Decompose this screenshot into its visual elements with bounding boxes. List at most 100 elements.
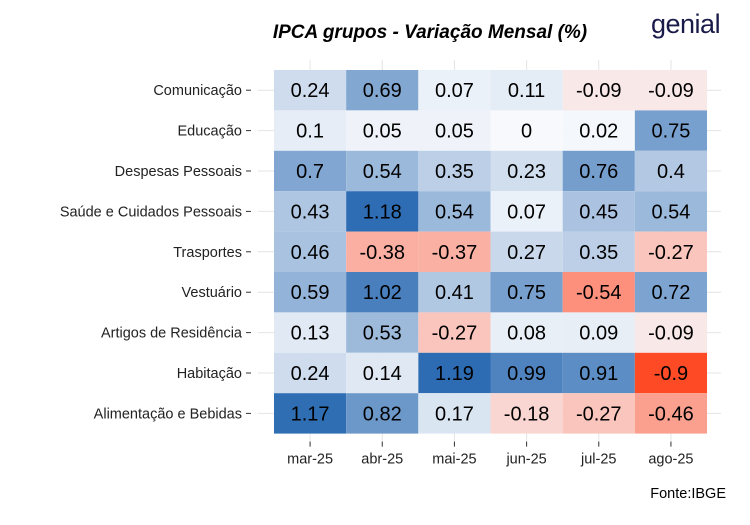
heatmap-cell bbox=[418, 110, 491, 151]
cell-value-label: 0.46 bbox=[291, 242, 330, 264]
heatmap-cell bbox=[274, 393, 347, 434]
cell-value-label: 0.54 bbox=[435, 201, 474, 223]
heatmap-cell bbox=[418, 352, 491, 394]
heatmap-cell bbox=[274, 191, 347, 232]
heatmap-cell bbox=[562, 272, 635, 313]
cell-value-label: -0.18 bbox=[504, 403, 550, 425]
cell-value-label: 0.05 bbox=[363, 121, 402, 143]
cell-value-label: -0.09 bbox=[648, 80, 694, 102]
cell-value-label: -0.54 bbox=[576, 282, 622, 304]
cell-value-label: 0.27 bbox=[507, 242, 546, 264]
cell-value-label: 0.35 bbox=[579, 242, 618, 264]
cell-value-label: 1.02 bbox=[363, 282, 402, 304]
cell-value-label: 0.76 bbox=[579, 161, 618, 183]
cell-value-label: 0.54 bbox=[651, 201, 690, 223]
cell-value-label: -0.9 bbox=[654, 363, 688, 385]
y-axis-ticks: Comunicação Educação Despesas Pessoais Saúd… bbox=[60, 83, 251, 422]
heatmap-cell bbox=[490, 312, 563, 353]
heatmap-cell bbox=[562, 231, 635, 272]
heatmap-cell bbox=[634, 110, 708, 151]
brand-logo: genial bbox=[651, 9, 720, 39]
cell-value-label: 0.54 bbox=[363, 161, 402, 183]
heatmap-cell bbox=[634, 191, 708, 232]
y-tick-label: Trasportes bbox=[173, 245, 242, 261]
x-tick-label: mai-25 bbox=[432, 452, 476, 468]
cell-value-label: 0.75 bbox=[651, 121, 690, 143]
cell-value-label: 0.43 bbox=[291, 201, 330, 223]
cell-value-label: 0.07 bbox=[507, 201, 546, 223]
cell-value-label: 1.19 bbox=[435, 363, 474, 385]
cell-value-label: -0.27 bbox=[576, 403, 622, 425]
heatmap-cell bbox=[346, 70, 419, 111]
heatmap-cell bbox=[634, 393, 708, 434]
cell-value-label: 1.17 bbox=[291, 403, 330, 425]
heatmap-cell bbox=[274, 150, 347, 192]
heatmap-cell bbox=[490, 191, 563, 232]
cell-value-label: -0.09 bbox=[576, 80, 622, 102]
y-tick-label: Vestuário bbox=[182, 285, 242, 301]
x-axis-ticks: mar-25 abr-25 mai-25 jun-25 jul-25 ago-25 bbox=[287, 441, 694, 468]
heatmap-cell bbox=[418, 312, 491, 353]
heatmap-cell bbox=[274, 110, 347, 151]
cell-value-label: 0.08 bbox=[507, 323, 546, 345]
cell-value-label: 0.24 bbox=[291, 80, 330, 102]
cell-value-label: 0.17 bbox=[435, 403, 474, 425]
cell-value-label: 0.07 bbox=[435, 80, 474, 102]
heatmap-cell bbox=[274, 272, 347, 313]
heatmap-cell bbox=[346, 191, 419, 232]
y-tick-label: Educação bbox=[178, 124, 243, 140]
cell-value-label: 0.99 bbox=[507, 363, 546, 385]
x-tick-label: abr-25 bbox=[361, 452, 403, 468]
y-tick-label: Saúde e Cuidados Pessoais bbox=[60, 204, 242, 220]
cell-value-label: 0.05 bbox=[435, 121, 474, 143]
cell-value-label: -0.27 bbox=[648, 242, 694, 264]
heatmap-cell bbox=[418, 231, 491, 272]
cell-value-label: 0.82 bbox=[363, 403, 402, 425]
cell-value-label: 0.23 bbox=[507, 161, 546, 183]
heatmap-cell bbox=[634, 231, 708, 272]
heatmap-cell bbox=[490, 272, 563, 313]
heatmap-cell bbox=[562, 110, 635, 151]
y-tick-label: Alimentação e Bebidas bbox=[94, 406, 242, 422]
cell-value-label: 0.45 bbox=[579, 201, 618, 223]
cell-value-label: -0.27 bbox=[432, 323, 478, 345]
heatmap-cell bbox=[346, 231, 419, 272]
x-tick-label: mar-25 bbox=[287, 452, 333, 468]
heatmap-cell bbox=[634, 272, 708, 313]
cell-value-label: 0.53 bbox=[363, 323, 402, 345]
heatmap-cell bbox=[418, 191, 491, 232]
heatmap-cell bbox=[418, 150, 491, 192]
cell-value-label: 0.11 bbox=[508, 80, 545, 102]
cell-value-label: 0.41 bbox=[435, 282, 474, 304]
heatmap-cells bbox=[274, 70, 708, 434]
x-tick-label: ago-25 bbox=[648, 452, 693, 468]
heatmap-cell bbox=[562, 70, 635, 111]
cell-value-label: 0.14 bbox=[363, 363, 402, 385]
heatmap-cell bbox=[346, 150, 419, 192]
heatmap-cell bbox=[490, 110, 563, 151]
heatmap-cell bbox=[634, 352, 708, 394]
heatmap-cell bbox=[346, 312, 419, 353]
heatmap-cell bbox=[634, 70, 708, 111]
cell-value-label: 0.09 bbox=[579, 323, 618, 345]
cell-value-label: 0.75 bbox=[507, 282, 546, 304]
heatmap-cell bbox=[418, 393, 491, 434]
cell-value-label: -0.38 bbox=[359, 242, 405, 264]
heatmap-cell bbox=[634, 150, 708, 192]
cell-value-label: 0.02 bbox=[579, 121, 618, 143]
cell-value-label: 0.69 bbox=[363, 80, 402, 102]
heatmap-cell bbox=[490, 70, 563, 111]
heatmap-cell bbox=[490, 150, 563, 192]
heatmap-cell bbox=[634, 312, 708, 353]
cell-value-label: 0.4 bbox=[657, 161, 685, 183]
heatmap-cell bbox=[490, 393, 563, 434]
cell-value-label: -0.37 bbox=[432, 242, 478, 264]
y-tick-label: Despesas Pessoais bbox=[115, 164, 242, 180]
heatmap-cell bbox=[562, 191, 635, 232]
heatmap-cell bbox=[346, 352, 419, 394]
chart-title: IPCA grupos - Variação Mensal (%) bbox=[273, 22, 587, 43]
y-tick-label: Habitação bbox=[177, 366, 242, 382]
cell-value-label: 0.59 bbox=[291, 282, 330, 304]
cell-value-labels: 0.24 0.69 0.07 0.11 -0.09 -0.09 0.1 0.05 0.05 0 0.… bbox=[291, 80, 694, 425]
